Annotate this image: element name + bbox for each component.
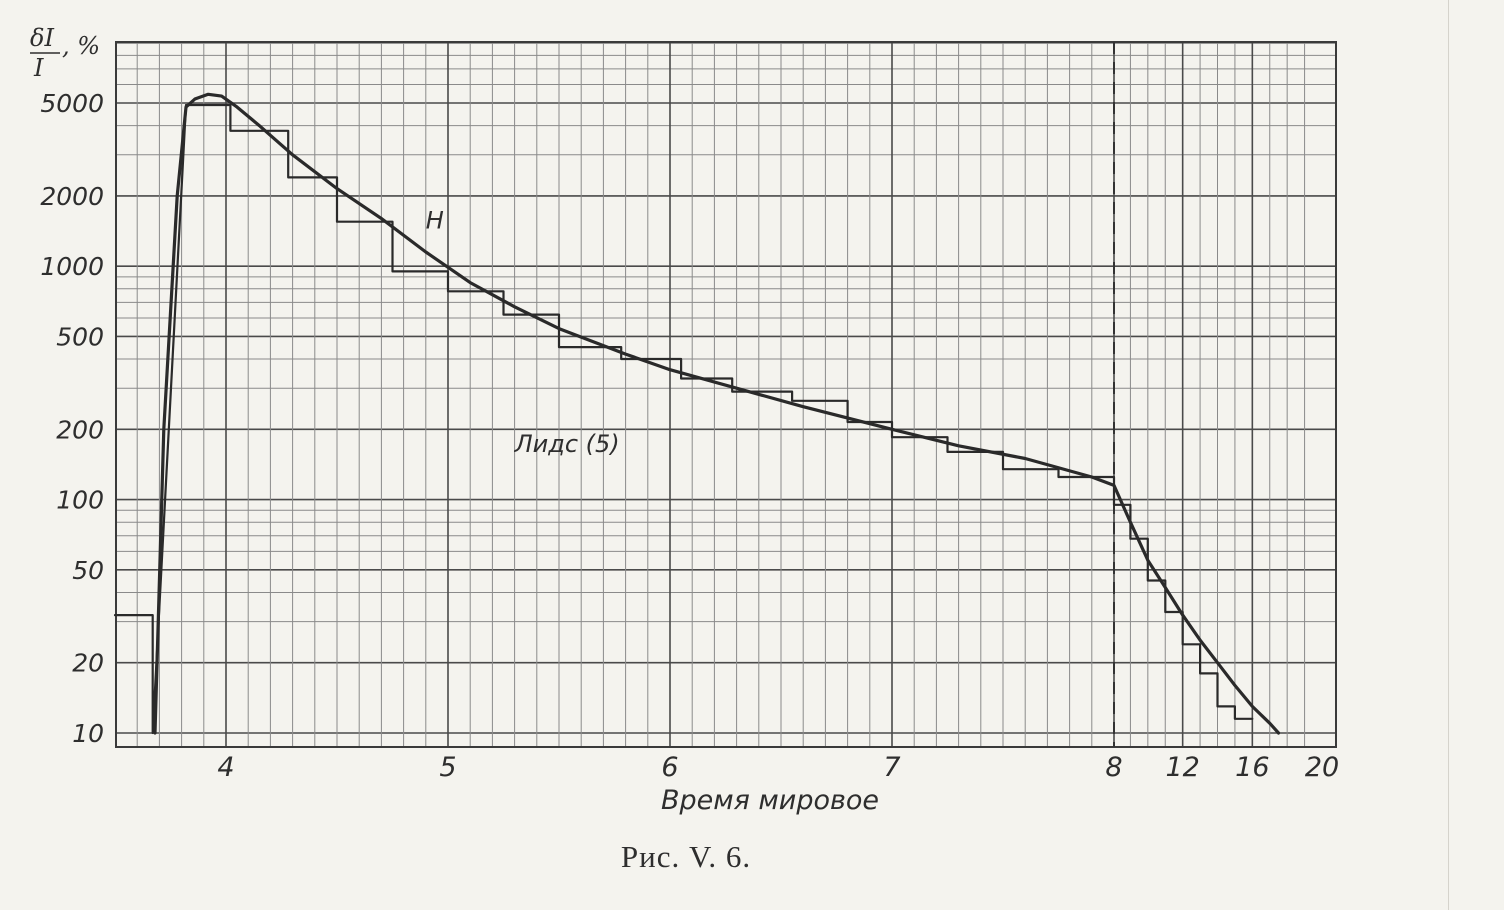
y-axis-label: δI I , % [30, 24, 100, 82]
chart-annotation: H [426, 206, 444, 234]
x-tick-label: 6 [661, 752, 678, 783]
figure-caption: Рис. V. 6. [621, 839, 751, 874]
annotations: H Лидс (5) [426, 206, 620, 457]
x-tick-labels: 4 5 6 7 8 12 16 20 [217, 752, 1339, 783]
y-tick-label: 100 [56, 486, 104, 515]
grid [116, 42, 1336, 747]
x-tick-label: 20 [1305, 752, 1339, 783]
y-label-numerator: δI [30, 24, 54, 52]
y-tick-labels: 10 20 50 100 200 500 1000 2000 5000 [40, 89, 104, 748]
x-tick-label: 16 [1235, 752, 1269, 783]
y-tick-label: 5000 [40, 89, 104, 118]
x-axis-title: Время мировое [661, 785, 879, 816]
x-tick-label: 12 [1165, 752, 1199, 783]
y-tick-label: 10 [72, 719, 104, 748]
x-tick-label: 7 [883, 752, 900, 783]
series-curve [153, 92, 1281, 735]
y-tick-label: 1000 [40, 252, 104, 281]
y-label-denominator: I [33, 54, 44, 82]
y-tick-label: 500 [56, 322, 104, 351]
y-tick-label: 2000 [40, 182, 104, 211]
page-edge-line [1448, 0, 1449, 910]
y-tick-label: 50 [72, 556, 104, 585]
x-tick-label: 5 [439, 752, 456, 783]
y-tick-label: 200 [56, 415, 104, 444]
x-tick-label: 8 [1105, 752, 1122, 783]
y-label-unit: , % [62, 32, 100, 60]
series-step [113, 103, 1254, 735]
y-tick-label: 20 [72, 649, 104, 678]
chart-annotation: Лидс (5) [514, 430, 620, 458]
plot-frame [115, 41, 1337, 748]
x-tick-label: 4 [217, 752, 234, 783]
series-layer [113, 92, 1281, 735]
